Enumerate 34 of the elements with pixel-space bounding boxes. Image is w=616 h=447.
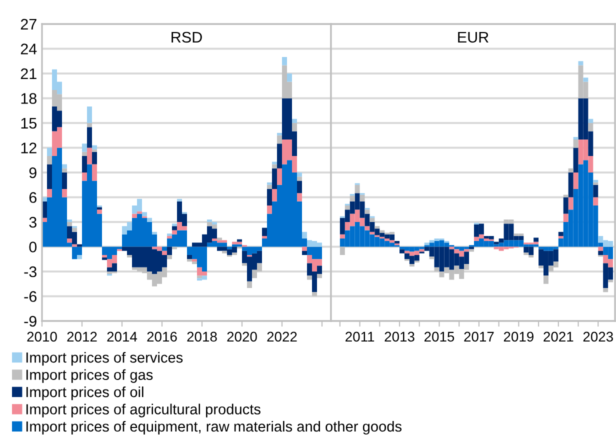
y-tick-label: 6 — [29, 192, 36, 203]
y-tick-label: 24 — [20, 44, 37, 54]
x-tick-label: 2018 — [187, 332, 217, 342]
legend-label: Import prices of gas — [26, 369, 153, 383]
y-tick-label: -9 — [24, 316, 36, 327]
y-tick-label: 15 — [21, 118, 36, 129]
y-tick-label: 0 — [29, 242, 37, 252]
x-tick-label: 2020 — [227, 332, 257, 342]
x-tick-label: 2011 — [346, 332, 374, 342]
x-tick-label: 2017 — [464, 332, 494, 342]
legend-label: Import prices of agricultural products — [26, 404, 260, 418]
y-tick-label: 9 — [29, 167, 36, 178]
y-tick-label: 12 — [21, 142, 36, 154]
x-tick-label: 2022 — [267, 332, 297, 342]
chart-title: EUR — [458, 32, 488, 43]
y-tick-label: 18 — [21, 93, 36, 104]
x-tick-label: 2012 — [67, 332, 97, 342]
x-tick-label: 2023 — [583, 332, 613, 342]
x-tick-label: 2019 — [504, 332, 534, 342]
x-tick-label: 2016 — [147, 332, 177, 342]
x-tick-label: 2013 — [384, 332, 414, 342]
x-tick-label: 2021 — [544, 332, 574, 342]
x-tick-label: 2015 — [424, 332, 454, 342]
legend-label: Import prices of equipment, raw materials and other goods — [26, 420, 402, 435]
y-tick-label: 27 — [20, 18, 36, 30]
legend-label: Import prices of oil — [26, 386, 144, 400]
y-tick-label: 21 — [20, 68, 36, 80]
legend-label: Import prices of services — [26, 352, 183, 366]
x-tick-label: 2014 — [107, 332, 138, 342]
chart-title: RSD — [172, 32, 202, 43]
y-tick-label: -3 — [24, 266, 36, 278]
y-tick-label: 3 — [29, 216, 36, 228]
x-tick-label: 2010 — [27, 332, 57, 342]
y-tick-label: -6 — [24, 291, 36, 302]
